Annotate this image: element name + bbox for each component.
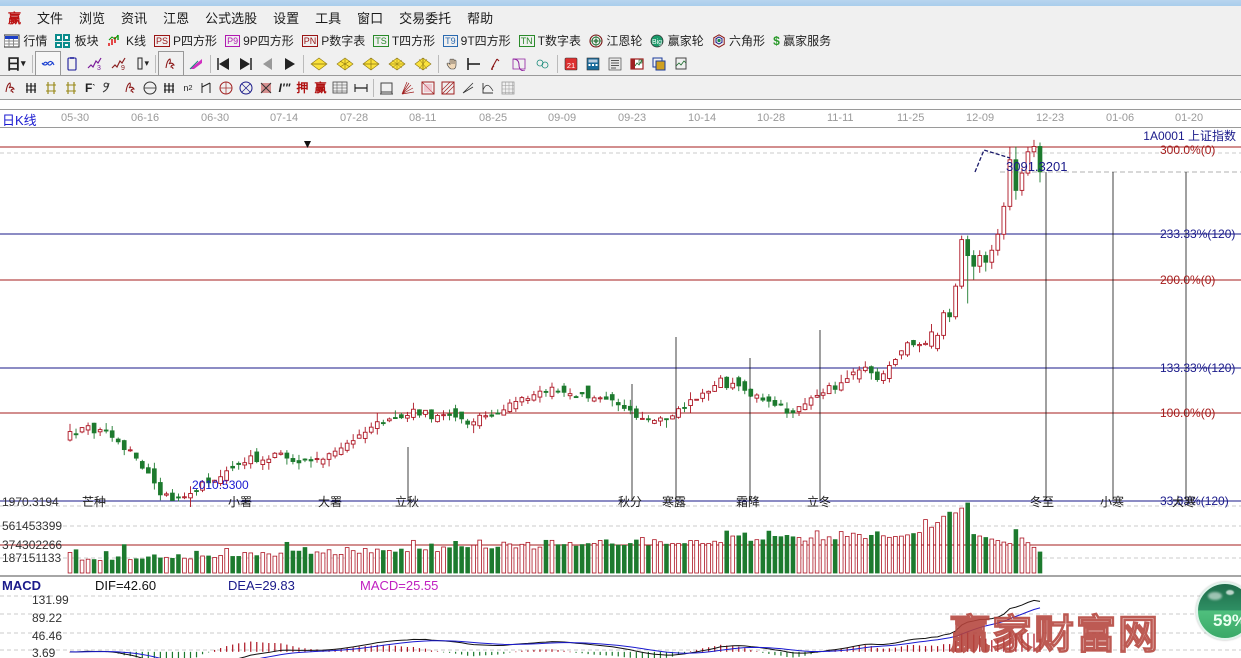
svg-text:赢家财富网: 赢家财富网 bbox=[950, 613, 1160, 657]
